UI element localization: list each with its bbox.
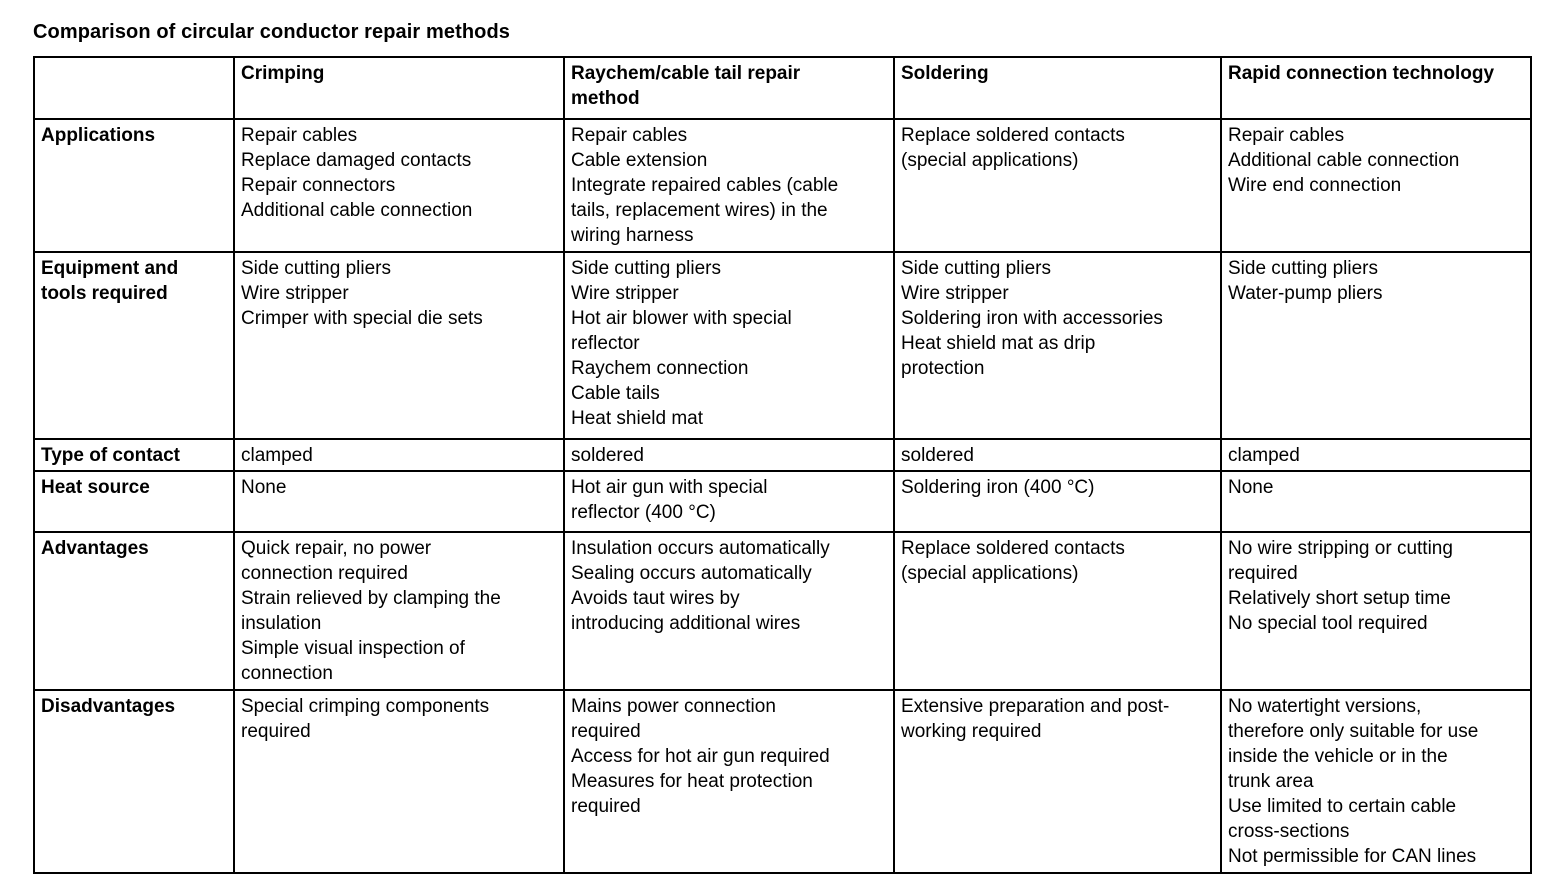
table-row-advantages: Advantages Quick repair, no power connec… — [33, 531, 1532, 691]
cell-heat-raychem: Hot air gun with special reflector (400 … — [563, 470, 895, 533]
row-header-advantages: Advantages — [33, 531, 235, 691]
cell-equipment-raychem: Side cutting pliers Wire stripper Hot ai… — [563, 251, 895, 440]
cell-type-soldering: soldered — [893, 438, 1222, 472]
cell-heat-crimping: None — [233, 470, 565, 533]
cell-disadvantages-rapid: No watertight versions, therefore only s… — [1220, 689, 1532, 874]
cell-applications-soldering: Replace soldered contacts (special appli… — [893, 118, 1222, 253]
row-header-disadvantages: Disadvantages — [33, 689, 235, 874]
cell-applications-rapid: Repair cables Additional cable connectio… — [1220, 118, 1532, 253]
row-header-heat-source: Heat source — [33, 470, 235, 533]
row-header-applications: Applications — [33, 118, 235, 253]
cell-heat-rapid: None — [1220, 470, 1532, 533]
cell-advantages-raychem: Insulation occurs automatically Sealing … — [563, 531, 895, 691]
cell-applications-crimping: Repair cables Replace damaged contacts R… — [233, 118, 565, 253]
comparison-table: Crimping Raychem/cable tail repair metho… — [33, 56, 1532, 874]
cell-applications-raychem: Repair cables Cable extension Integrate … — [563, 118, 895, 253]
cell-heat-soldering: Soldering iron (400 °C) — [893, 470, 1222, 533]
column-header-soldering: Soldering — [893, 56, 1222, 120]
cell-advantages-rapid: No wire stripping or cutting required Re… — [1220, 531, 1532, 691]
cell-disadvantages-soldering: Extensive preparation and post- working … — [893, 689, 1222, 874]
cell-advantages-crimping: Quick repair, no power connection requir… — [233, 531, 565, 691]
row-header-equipment: Equipment and tools required — [33, 251, 235, 440]
column-header-raychem: Raychem/cable tail repair method — [563, 56, 895, 120]
cell-equipment-crimping: Side cutting pliers Wire stripper Crimpe… — [233, 251, 565, 440]
table-row-type-of-contact: Type of contact clamped soldered soldere… — [33, 438, 1532, 472]
cell-type-rapid: clamped — [1220, 438, 1532, 472]
cell-advantages-soldering: Replace soldered contacts (special appli… — [893, 531, 1222, 691]
cell-type-raychem: soldered — [563, 438, 895, 472]
table-row-applications: Applications Repair cables Replace damag… — [33, 118, 1532, 253]
column-header-crimping: Crimping — [233, 56, 565, 120]
column-header-rapid: Rapid connection technology — [1220, 56, 1532, 120]
cell-type-crimping: clamped — [233, 438, 565, 472]
table-row-equipment: Equipment and tools required Side cuttin… — [33, 251, 1532, 440]
cell-equipment-rapid: Side cutting pliers Water-pump pliers — [1220, 251, 1532, 440]
cell-equipment-soldering: Side cutting pliers Wire stripper Solder… — [893, 251, 1222, 440]
table-row-disadvantages: Disadvantages Special crimping component… — [33, 689, 1532, 874]
document-page: Comparison of circular conductor repair … — [33, 20, 1533, 874]
corner-cell — [33, 56, 235, 120]
table-row-heat-source: Heat source None Hot air gun with specia… — [33, 470, 1532, 533]
row-header-type-of-contact: Type of contact — [33, 438, 235, 472]
cell-disadvantages-crimping: Special crimping components required — [233, 689, 565, 874]
table-header-row: Crimping Raychem/cable tail repair metho… — [33, 56, 1532, 120]
cell-disadvantages-raychem: Mains power connection required Access f… — [563, 689, 895, 874]
page-title: Comparison of circular conductor repair … — [33, 21, 511, 43]
